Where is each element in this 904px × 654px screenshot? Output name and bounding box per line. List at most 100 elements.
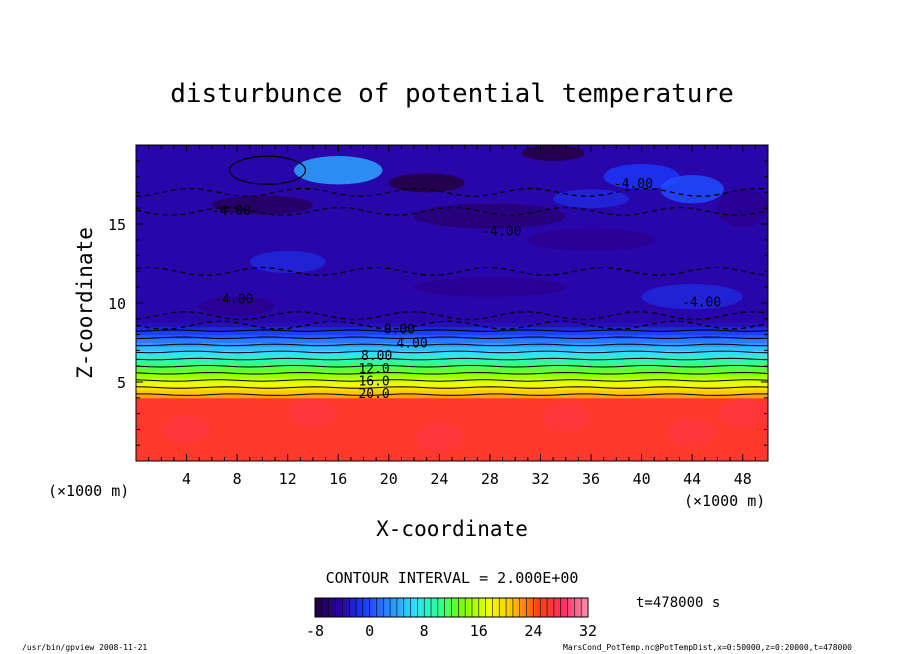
chart-title: disturbunce of potential temperature [170, 79, 734, 109]
field-band [136, 362, 768, 367]
field-blob [388, 173, 465, 193]
x-unit-left: (×1000 m) [48, 482, 129, 500]
field-blob [717, 189, 768, 228]
contour-label: -4.00 [614, 177, 653, 192]
contour-line [136, 350, 768, 354]
contour-lines [136, 155, 768, 396]
field-blob [288, 399, 337, 428]
field-blob [199, 296, 276, 316]
x-tick-label: 32 [531, 470, 549, 488]
x-tick-label: 48 [734, 470, 752, 488]
contour-line [136, 336, 768, 340]
x-tick-label: 4 [182, 470, 191, 488]
field-band [136, 389, 768, 395]
contour-line [136, 329, 768, 332]
x-tick-label: 44 [683, 470, 701, 488]
field-band [136, 330, 768, 336]
contour-line [136, 371, 768, 375]
contour-label: -4.00 [482, 224, 521, 239]
y-axis-ticks: 5 10 15 [108, 160, 768, 446]
x-tick-label: 24 [430, 470, 448, 488]
contour-line [228, 155, 307, 185]
x-tick-label: 16 [329, 470, 347, 488]
footer-left: /usr/bin/gpview 2008-11-21 [22, 643, 147, 652]
y-tick-label: 10 [108, 295, 126, 313]
contour-label: 20.0 [358, 387, 389, 402]
field-band [136, 354, 768, 359]
field-band [136, 358, 768, 363]
contour-label: -4.00 [682, 295, 721, 310]
contour-label: 4.00 [396, 337, 427, 352]
contour-line-negative [136, 206, 768, 216]
field-band [136, 350, 768, 355]
contour-label: -4.00 [212, 204, 251, 219]
field-blob [415, 423, 464, 452]
field-band [136, 382, 768, 387]
field-blob [541, 402, 590, 431]
contour-line [136, 357, 768, 361]
footer-right: MarsCond_PotTemp.nc@PotTempDist,x=0:5000… [563, 643, 852, 652]
colorbar-tick-label: -8 [306, 622, 324, 640]
contour-line-negative [136, 320, 768, 330]
field-blob [718, 399, 767, 428]
colorbar-tick-label: 24 [524, 622, 542, 640]
x-tick-label: 12 [279, 470, 297, 488]
colorbar-tick-label: 16 [470, 622, 488, 640]
contour-label: -4.00 [214, 292, 253, 307]
field-blob [660, 175, 724, 204]
field-blob [521, 145, 585, 161]
field-blob [162, 415, 211, 444]
field-band [136, 338, 768, 343]
field-blob [414, 277, 566, 297]
field-blob [527, 228, 655, 251]
field-blob [603, 163, 680, 190]
x-tick-label: 8 [233, 470, 242, 488]
y-tick-label: 5 [117, 374, 126, 392]
y-tick-label: 15 [108, 216, 126, 234]
field-blob [641, 284, 743, 310]
contour-line [136, 379, 768, 382]
field-blob [249, 250, 326, 273]
contour-label: 16.0 [358, 374, 389, 389]
field-band [136, 378, 768, 383]
colorbar-tick-label: 0 [365, 622, 374, 640]
time-label: t=478000 s [636, 595, 720, 611]
contour-line [136, 386, 768, 389]
contour-line-negative [136, 187, 768, 198]
contour-line [136, 393, 768, 396]
field-blob [211, 195, 313, 215]
contour-label: 8.00 [361, 349, 392, 364]
x-tick-label: 40 [633, 470, 651, 488]
contour-label: 12.0 [358, 362, 389, 377]
x-axis-label: X-coordinate [376, 517, 528, 541]
colorbar-tick-label: 32 [579, 622, 597, 640]
contour-line [136, 343, 768, 347]
contour-line [136, 365, 768, 368]
field-band [136, 342, 768, 347]
contour-interval: CONTOUR INTERVAL = 2.000E+00 [326, 569, 579, 587]
field-blob [294, 156, 383, 185]
colorbar-ticks: -8 0 8 16 24 32 [306, 598, 597, 640]
colorbar: -8 0 8 16 24 32 [306, 597, 597, 640]
field-band [136, 374, 768, 379]
x-tick-label: 20 [380, 470, 398, 488]
contour-line-negative [136, 266, 768, 276]
field-band [136, 326, 768, 332]
x-unit-right: (×1000 m) [684, 492, 765, 510]
x-tick-label: 36 [582, 470, 600, 488]
field-band [136, 322, 768, 328]
field-band [136, 366, 768, 371]
colorbar-tick-label: 8 [420, 622, 429, 640]
x-tick-label: 28 [481, 470, 499, 488]
field-band [136, 393, 768, 399]
field-blob [668, 418, 717, 447]
contour-label: 0.00 [384, 322, 415, 337]
x-axis-ticks: 4 8 12 16 20 24 28 32 36 40 44 48 [148, 145, 756, 488]
field-band [136, 346, 768, 351]
field-blob [414, 203, 566, 229]
contour-field [136, 145, 768, 461]
field-band [136, 370, 768, 375]
